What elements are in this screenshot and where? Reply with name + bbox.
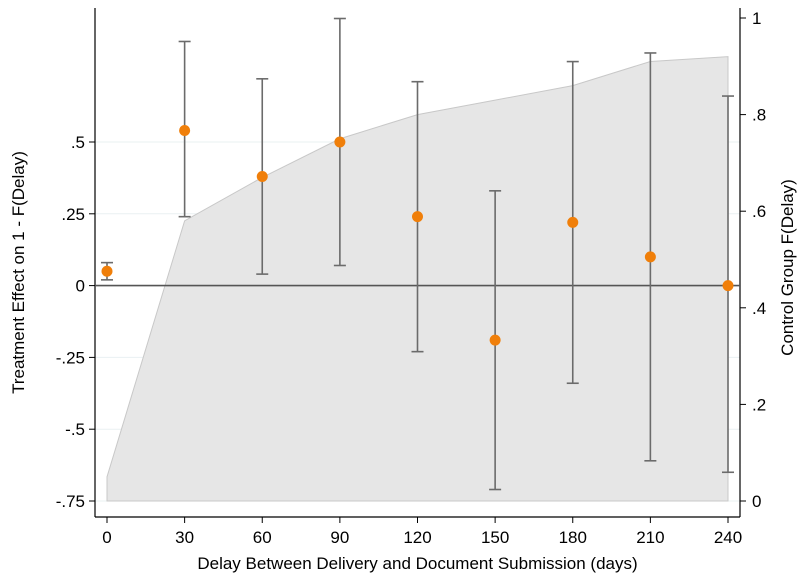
tick-labels: -.75 -.5 -.25 0 .25 .5 0 .2 .4 .6 .8 1 0 30 60 90 120 150… bbox=[56, 9, 766, 547]
y-right-tick-label: 1 bbox=[752, 9, 761, 28]
y-right-tick-label: .2 bbox=[752, 395, 766, 414]
y-axis-left-title: Treatment Effect on 1 - F(Delay) bbox=[9, 151, 28, 394]
point-estimate bbox=[334, 136, 346, 148]
point-estimate bbox=[567, 216, 579, 228]
point-estimate bbox=[722, 280, 734, 292]
x-tick-label: 60 bbox=[253, 528, 272, 547]
x-tick-label: 210 bbox=[636, 528, 664, 547]
point-estimates bbox=[101, 125, 734, 346]
point-estimate bbox=[256, 170, 268, 182]
x-tick-label: 240 bbox=[714, 528, 742, 547]
y-left-tick-label: 0 bbox=[76, 277, 85, 296]
x-axis-title: Delay Between Delivery and Document Subm… bbox=[197, 554, 637, 573]
x-tick-label: 120 bbox=[403, 528, 431, 547]
y-left-tick-label: .25 bbox=[61, 205, 85, 224]
y-axis-right-title: Control Group F(Delay) bbox=[778, 179, 797, 356]
y-right-tick-label: .8 bbox=[752, 106, 766, 125]
x-tick-label: 90 bbox=[330, 528, 349, 547]
point-estimate bbox=[412, 211, 423, 223]
y-right-tick-label: 0 bbox=[752, 492, 761, 511]
y-left-tick-label: -.75 bbox=[56, 492, 85, 511]
y-left-tick-label: -.5 bbox=[65, 420, 85, 439]
y-right-tick-label: .4 bbox=[752, 299, 766, 318]
y-right-tick-label: .6 bbox=[752, 202, 766, 221]
x-tick-label: 150 bbox=[481, 528, 509, 547]
point-estimate bbox=[489, 334, 501, 346]
point-estimate bbox=[644, 251, 656, 263]
point-estimate bbox=[101, 265, 113, 277]
x-tick-label: 0 bbox=[102, 528, 111, 547]
y-left-tick-label: -.25 bbox=[56, 348, 85, 367]
x-tick-label: 30 bbox=[175, 528, 194, 547]
y-left-tick-label: .5 bbox=[71, 133, 85, 152]
x-tick-label: 180 bbox=[559, 528, 587, 547]
point-estimate bbox=[179, 125, 191, 137]
